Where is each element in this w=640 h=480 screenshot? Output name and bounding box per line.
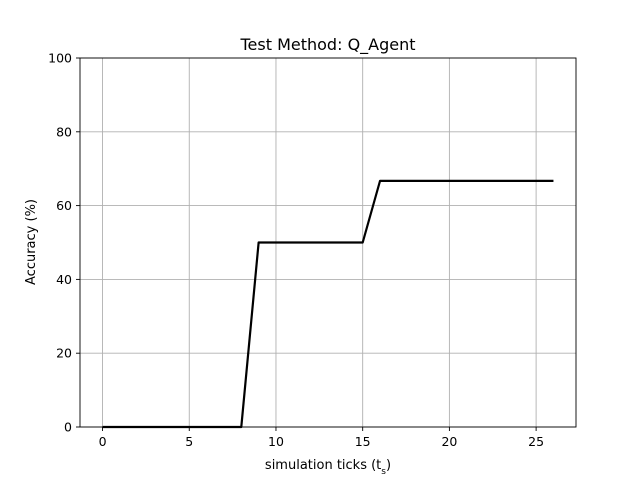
- x-tick-label: 10: [268, 434, 284, 449]
- x-tick-label: 25: [528, 434, 544, 449]
- plot-frame: [79, 57, 577, 428]
- x-axis-label: simulation ticks (ts): [265, 458, 391, 477]
- x-tick-label: 5: [185, 434, 193, 449]
- x-tick-label: 15: [355, 434, 371, 449]
- axis-ticks: 0 5 10 15 20 25 0 20 40 60 80 100: [48, 51, 544, 450]
- y-axis-label: Accuracy (%): [24, 199, 39, 285]
- y-tick-label: 40: [56, 272, 72, 287]
- series-line-0: [102, 179, 554, 429]
- y-tick-label: 0: [64, 420, 72, 435]
- series-layer: [102, 179, 554, 429]
- y-tick-label: 60: [56, 198, 72, 213]
- y-tick-label: 100: [48, 51, 72, 66]
- chart-title: Test Method: Q_Agent: [239, 35, 415, 55]
- x-tick-label: 0: [99, 434, 107, 449]
- y-tick-label: 20: [56, 346, 72, 361]
- x-tick-label: 20: [441, 434, 457, 449]
- y-tick-label: 80: [56, 124, 72, 139]
